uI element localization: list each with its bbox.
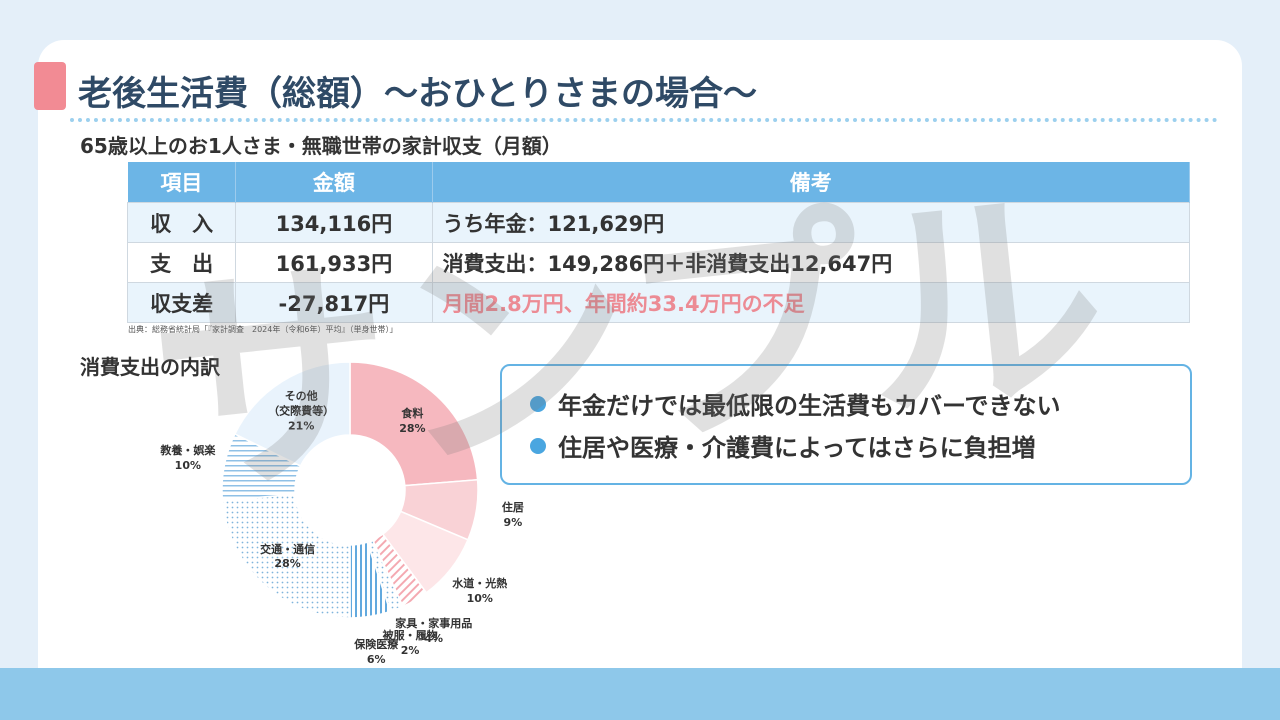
table-cell: -27,817円 (235, 282, 433, 323)
pie-label-value: 2% (400, 643, 420, 657)
pie-label: 教養・娯楽 10% (160, 445, 215, 475)
table-cell: 支 出 (126, 242, 237, 283)
pie-label-name: 保険医療 (354, 638, 399, 652)
bullet-point: 住居や医療・介護費によってはさらに負担増 (530, 428, 1036, 463)
source: 出典：総務省統計局「『家計調査 2024年（令和6年）平均』（単身世帯）」 (128, 325, 398, 334)
pie-label: 水道・光熱 10% (452, 577, 507, 607)
pie-label-name: 教養・娯楽 (160, 444, 216, 458)
table-row: 収 入 134,116円 うち年金：121,629円 (126, 202, 1191, 243)
pie-label-name: その他 （交際費等） (268, 389, 335, 418)
pie-slice (233, 361, 351, 467)
pie-label-value: 4% (424, 632, 444, 646)
table-row: 収支差 -27,817円 月間2.8万円、年間約33.4万円の不足 (126, 282, 1191, 323)
pie-label: 家具・家事用品 4% (395, 617, 472, 647)
pie-label-name: 家具・家事用品 (395, 617, 473, 631)
pie-label-name: 住居 (501, 501, 524, 515)
pie-label-value: 28% (399, 422, 426, 436)
column-header: 備考 (432, 162, 1191, 203)
table: 項目 金額 備考収 入 134,116円 うち年金：121,629円支 出 161,933… (126, 162, 1191, 323)
subtitle: 65歳以上のお1人さま・無職世帯の家計収支（月額） (80, 134, 562, 158)
table-cell: うち年金：121,629円 (431, 202, 1191, 243)
table-cell: 月間2.8万円、年間約33.4万円の不足 (431, 282, 1191, 323)
pie-label: 保険医療 6% (354, 638, 398, 668)
table-cell: 収 入 (126, 202, 237, 243)
pie-label-name: 食料 (401, 407, 424, 421)
chart-title: 消費支出の内訳 (80, 355, 220, 379)
column-header: 項目 (127, 162, 237, 203)
title-mark (34, 62, 66, 110)
bullet-point: 年金だけでは最低限の生活費もカバーできない (530, 386, 1061, 421)
table-cell: 134,116円 (235, 202, 433, 243)
pie-label: 被服・履物 2% (383, 629, 438, 659)
pie-label-name: 水道・光熱 (452, 577, 508, 591)
title: 老後生活費（総額）～おひとりさまの場合～ (78, 74, 757, 114)
pie-label: 食料 28% (399, 408, 425, 438)
pie-label: 交通・通信 28% (260, 543, 315, 573)
footer-band (0, 668, 1280, 720)
divider (70, 118, 1218, 122)
pie-label-name: 交通・通信 (260, 542, 316, 556)
pie-slice (349, 361, 479, 487)
column-header: 金額 (235, 162, 433, 203)
pie-label-name: 被服・履物 (382, 628, 438, 642)
table-cell: 消費支出：149,286円＋非消費支出12,647円 (431, 242, 1191, 283)
pie-label-value: 28% (274, 557, 301, 571)
pie-slice (221, 493, 351, 619)
table-row: 支 出 161,933円 消費支出：149,286円＋非消費支出12,647円 (126, 242, 1191, 283)
pie-label-value: 10% (466, 591, 493, 605)
pie-label-value: 10% (174, 459, 202, 473)
pie-label: その他 （交際費等） 21% (268, 390, 334, 435)
pie-label: 住居 9% (502, 501, 524, 531)
pie-label-value: 21% (288, 419, 315, 433)
callout: 年金だけでは最低限の生活費もカバーできない 住居や医療・介護費によってはさらに負担… (500, 364, 1192, 485)
table-cell: 収支差 (126, 282, 237, 323)
table-cell: 161,933円 (235, 242, 433, 283)
table-header: 項目 金額 備考 (127, 162, 1191, 203)
pie-label-value: 9% (503, 516, 523, 530)
pie-label-value: 6% (366, 652, 386, 666)
